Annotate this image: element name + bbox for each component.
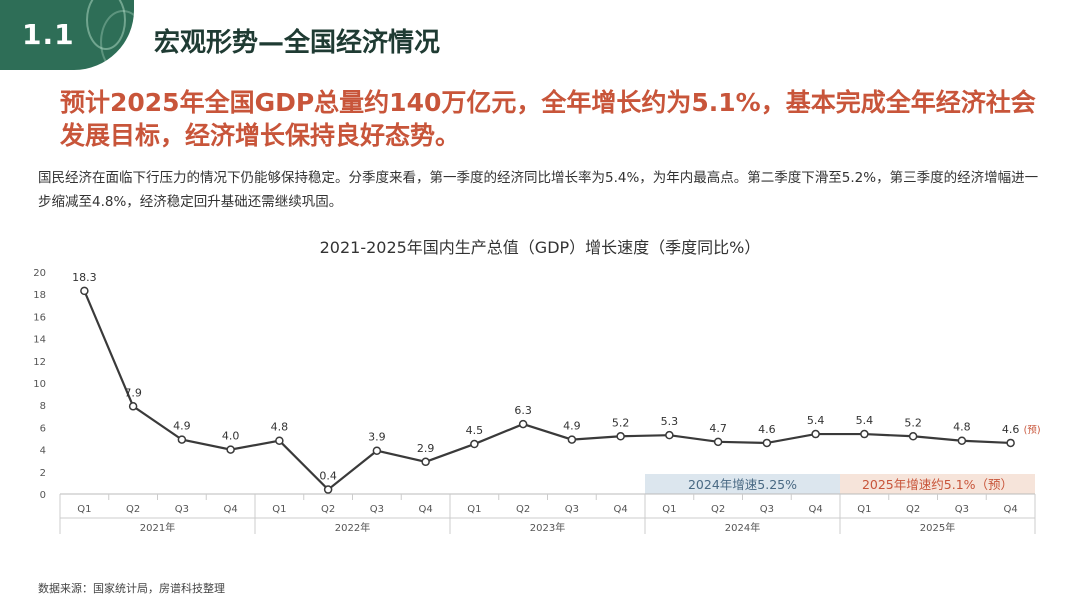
annotation-band-2024	[645, 474, 840, 494]
data-label: 4.8	[271, 421, 289, 434]
x-tick-label: Q2	[516, 504, 530, 515]
data-point	[665, 430, 674, 440]
data-label: 4.6	[1002, 423, 1020, 436]
chart-title: 2021-2025年国内生产总值（GDP）增长速度（季度同比%）	[319, 238, 761, 257]
x-tick-label: Q1	[662, 504, 676, 515]
y-tick-label: 10	[33, 379, 46, 390]
year-group-label: 2023年	[530, 521, 565, 534]
x-tick-label: Q2	[321, 504, 335, 515]
data-point	[372, 446, 382, 455]
data-point	[177, 435, 187, 444]
data-label: 18.3	[72, 271, 97, 284]
data-source: 数据来源：国家统计局，房谱科技整理	[38, 582, 225, 595]
year-group-labels: 2021年 2022年 2023年 2024年 2025年	[60, 517, 1035, 534]
data-point	[128, 402, 138, 411]
header-decoration	[100, 10, 134, 70]
series-line	[83, 290, 1011, 492]
x-tick-label: Q4	[614, 504, 628, 515]
x-tick-label: Q4	[1004, 504, 1018, 515]
x-tick-label: Q2	[711, 504, 725, 515]
headline: 预计2025年全国GDP总量约140万亿元，全年增长约为5.1%，基本完成全年经…	[60, 88, 1036, 150]
x-tick-label: Q3	[175, 504, 189, 515]
y-tick-label: 6	[40, 423, 46, 434]
y-axis-labels: 0 2 4 6 8 10 12 14 16 18 20	[33, 268, 46, 501]
year-group-label: 2025年	[920, 521, 955, 534]
data-point	[226, 445, 235, 454]
data-label: 4.0	[222, 430, 240, 443]
x-tick-labels: Q1 Q2 Q3 Q4 Q1 Q2 Q3 Q4 Q1 Q2 Q3 Q4 Q1 Q2 Q3 Q4 Q1 Q2 Q3 Q4	[77, 504, 1017, 515]
data-point	[470, 439, 479, 449]
data-point	[275, 436, 284, 445]
data-label: 5.3	[661, 415, 679, 428]
header-band	[0, 0, 134, 70]
data-labels: 18.3 7.9 4.9 4.0 4.8 0.4 3.9 2.9 4.5 6.3 4.9 5.2 5.3…	[72, 271, 1040, 483]
data-label: 4.7	[709, 422, 727, 435]
x-tick-label: Q3	[565, 504, 579, 515]
data-points	[80, 286, 1015, 494]
x-axis	[59, 493, 1036, 534]
data-point	[811, 429, 820, 439]
data-point	[762, 438, 772, 448]
x-tick-label: Q1	[857, 504, 871, 515]
y-tick-label: 12	[33, 357, 46, 368]
forecast-suffix: (预)	[1024, 425, 1041, 436]
data-point	[1006, 438, 1015, 448]
data-label: 6.3	[514, 404, 532, 417]
data-point	[567, 435, 577, 444]
year-group-label: 2024年	[725, 521, 760, 534]
data-label: 7.9	[124, 386, 142, 399]
x-tick-label: Q4	[809, 504, 823, 515]
data-label: 5.4	[856, 414, 874, 427]
gdp-line-chart: 0 2 4 6 8 10 12 14 16 18 20 2024年增速5.25% 2025年增速约5.…	[33, 268, 1041, 534]
data-label: 4.6	[758, 423, 776, 436]
section-number: 1.1	[22, 18, 75, 51]
data-point	[908, 432, 918, 441]
data-label: 4.9	[563, 420, 581, 433]
x-tick-label: Q3	[370, 504, 384, 515]
year-group-label: 2022年	[335, 521, 370, 534]
x-tick-label: Q4	[419, 504, 433, 515]
x-tick-label: Q1	[272, 504, 286, 515]
data-point	[713, 437, 723, 447]
data-label: 0.4	[319, 470, 337, 483]
data-point	[518, 419, 528, 429]
y-tick-label: 16	[33, 312, 46, 323]
y-tick-label: 20	[33, 268, 46, 279]
y-tick-label: 2	[40, 468, 46, 479]
data-point	[80, 286, 89, 296]
data-point	[957, 436, 967, 445]
y-tick-label: 18	[33, 290, 46, 301]
y-tick-label: 8	[40, 401, 46, 412]
x-tick-label: Q2	[906, 504, 920, 515]
data-label: 4.5	[466, 424, 484, 437]
annotation-label-2025: 2025年增速约5.1%（预）	[862, 477, 1013, 492]
y-tick-label: 4	[40, 446, 46, 457]
x-tick-label: Q4	[224, 504, 238, 515]
data-label: 5.2	[612, 416, 630, 429]
data-label: 5.2	[904, 416, 922, 429]
annotation-label-2024: 2024年增速5.25%	[688, 477, 797, 492]
x-tick-label: Q3	[760, 504, 774, 515]
data-point	[421, 457, 430, 467]
gdp-growth-line	[83, 290, 1011, 492]
data-label: 3.9	[368, 431, 386, 444]
data-point	[860, 429, 869, 439]
data-point	[616, 432, 625, 441]
y-tick-label: 14	[33, 335, 46, 346]
data-label: 5.4	[807, 414, 825, 427]
data-label: 2.9	[417, 442, 435, 455]
annotation-band-2025	[840, 474, 1035, 494]
data-label: 4.9	[173, 420, 191, 433]
x-tick-label: Q1	[77, 504, 91, 515]
data-label: 4.8	[953, 421, 971, 434]
year-group-label: 2021年	[140, 521, 175, 534]
page-title: 宏观形势—全国经济情况	[154, 28, 441, 58]
y-tick-label: 0	[40, 490, 46, 501]
x-tick-label: Q3	[955, 504, 969, 515]
x-tick-label: Q2	[126, 504, 140, 515]
data-point	[323, 485, 333, 494]
x-tick-label: Q1	[467, 504, 481, 515]
description: 国民经济在面临下行压力的情况下仍能够保持稳定。分季度来看，第一季度的经济同比增长…	[38, 170, 1039, 210]
annotation-bands: 2024年增速5.25% 2025年增速约5.1%（预）	[645, 474, 1035, 494]
